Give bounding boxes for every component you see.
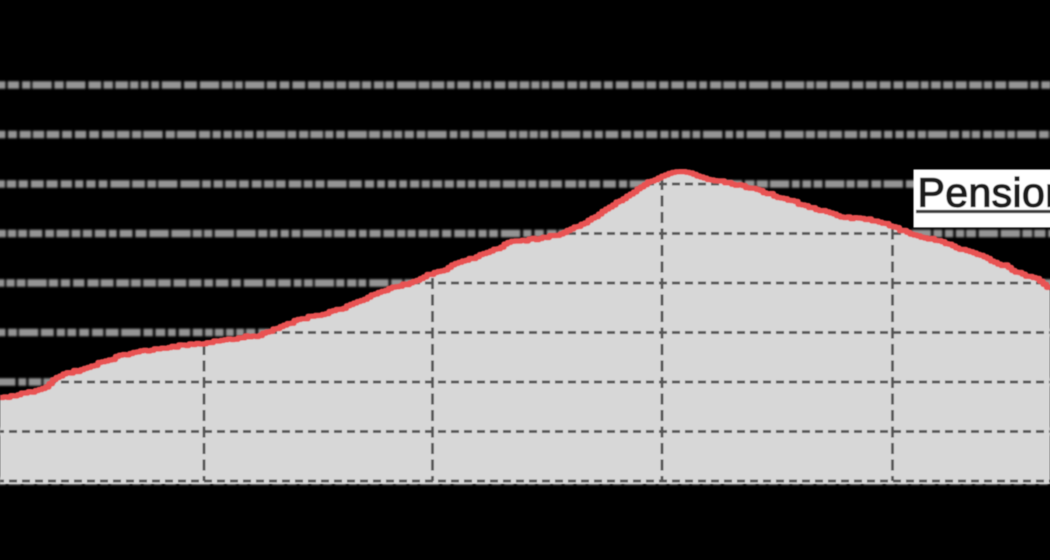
svg-text:Pensioner: Pensioner (918, 170, 1050, 216)
